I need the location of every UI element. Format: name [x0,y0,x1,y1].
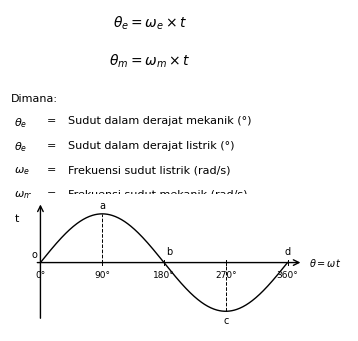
Text: d: d [285,247,291,257]
Text: Sudut dalam derajat listrik (°): Sudut dalam derajat listrik (°) [68,140,234,151]
Text: t: t [14,214,19,224]
Text: 360°: 360° [277,271,298,280]
Text: =: = [47,189,56,199]
Text: 90°: 90° [94,271,110,280]
Text: c: c [223,316,228,326]
Text: 180°: 180° [153,271,175,280]
Text: $\theta_e$: $\theta_e$ [14,116,28,130]
Text: Frekuensi sudut listrik (rad/s): Frekuensi sudut listrik (rad/s) [68,165,231,175]
Text: =: = [47,116,56,126]
Text: a: a [99,202,105,211]
Text: $\theta_e = \omega_e \times t$: $\theta_e = \omega_e \times t$ [113,15,188,32]
Text: b: b [166,247,172,257]
Text: =: = [47,140,56,151]
Text: Selang waktu (s): Selang waktu (s) [68,214,162,224]
Text: Dimana:: Dimana: [11,94,58,104]
Text: $\omega_e$: $\omega_e$ [14,165,30,177]
Text: $\theta_e$: $\theta_e$ [14,140,28,154]
Text: $\omega_m$: $\omega_m$ [14,189,33,201]
Text: =: = [47,165,56,175]
Text: $\theta = \omega t$: $\theta = \omega t$ [309,256,342,269]
Text: 270°: 270° [215,271,237,280]
Text: Sudut dalam derajat mekanik (°): Sudut dalam derajat mekanik (°) [68,116,252,126]
Text: =: = [47,214,56,224]
Text: $\theta_m = \omega_m \times t$: $\theta_m = \omega_m \times t$ [110,53,191,70]
Text: Frekuensi sudut mekanik (rad/s): Frekuensi sudut mekanik (rad/s) [68,189,247,199]
Text: 0°: 0° [35,271,45,280]
Text: o: o [32,250,38,260]
